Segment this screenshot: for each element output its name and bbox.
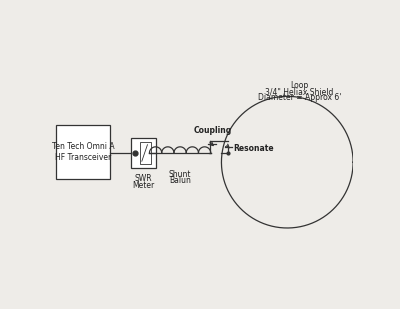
Text: HF Transceiver: HF Transceiver [55,153,111,162]
Bar [131,138,156,168]
Text: 3/4" Heliax Shield: 3/4" Heliax Shield [265,87,334,96]
Text: Coupling: Coupling [194,125,232,135]
Text: Diameter = Approx 6': Diameter = Approx 6' [258,93,341,103]
Text: Shunt: Shunt [169,170,191,179]
Text: SWR: SWR [135,174,152,183]
Text: Loop: Loop [290,81,309,90]
Text: Meter: Meter [132,180,155,189]
Text: Ten Tech Omni A: Ten Tech Omni A [52,142,114,151]
Bar [56,125,110,179]
Bar [140,142,151,164]
Text: Balun: Balun [169,176,191,185]
Text: Resonate: Resonate [233,144,274,153]
